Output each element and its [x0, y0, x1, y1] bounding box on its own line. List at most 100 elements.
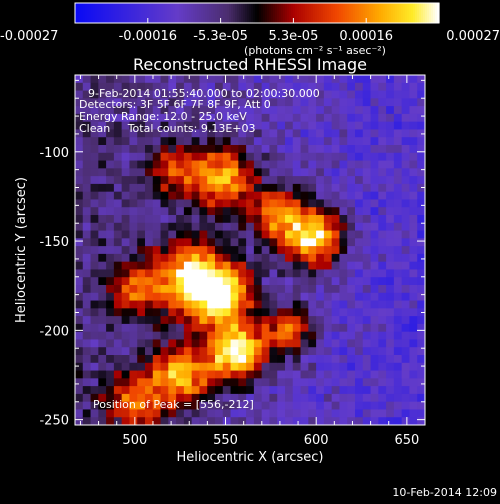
heatmap-cell — [222, 168, 232, 177]
heatmap-cell — [230, 238, 239, 247]
heatmap-cell — [176, 277, 185, 286]
colorbar-cell — [111, 3, 114, 23]
heatmap-cell — [160, 90, 169, 99]
heatmap-cell — [160, 277, 169, 286]
heatmap-cell — [168, 215, 177, 224]
heatmap-cell — [323, 409, 333, 418]
heatmap-cell — [106, 269, 115, 278]
heatmap-cell — [106, 300, 115, 309]
heatmap-cell — [207, 355, 216, 364]
heatmap-cell — [323, 230, 333, 239]
heatmap-cell — [300, 393, 309, 403]
heatmap-cell — [393, 222, 403, 232]
heatmap-cell — [199, 316, 208, 325]
heatmap-cell — [370, 106, 379, 115]
heatmap-cell — [308, 98, 317, 107]
heatmap-cell — [370, 417, 379, 426]
heatmap-cell — [300, 145, 309, 154]
heatmap-cell — [183, 417, 193, 426]
heatmap-cell — [417, 277, 426, 286]
heatmap-cell — [347, 230, 356, 239]
heatmap-cell — [347, 277, 356, 286]
heatmap-cell — [316, 292, 325, 302]
heatmap-cell — [292, 401, 302, 410]
heatmap-cell — [401, 393, 410, 403]
heatmap-cell — [191, 261, 200, 270]
heatmap-cell — [191, 386, 200, 395]
heatmap-cell — [152, 331, 162, 340]
colorbar-cell — [409, 3, 412, 23]
heatmap-cell — [253, 386, 263, 395]
heatmap-cell — [82, 339, 92, 348]
heatmap-cell — [323, 339, 333, 348]
heatmap-cell — [145, 409, 154, 418]
heatmap-cell — [355, 106, 364, 115]
heatmap-cell — [145, 277, 154, 286]
heatmap-cell — [160, 121, 169, 130]
heatmap-cell — [160, 246, 169, 255]
colorbar-cell — [437, 3, 440, 23]
heatmap-cell — [300, 323, 309, 333]
heatmap-cell — [246, 238, 255, 247]
heatmap-cell — [199, 269, 208, 278]
heatmap-cell — [386, 207, 395, 216]
heatmap-cell — [300, 183, 309, 193]
heatmap-cell — [121, 75, 130, 84]
heatmap-cell — [316, 261, 325, 270]
heatmap-cell — [253, 230, 263, 239]
heatmap-cell — [417, 207, 426, 216]
heatmap-cell — [98, 347, 107, 356]
heatmap-cell — [238, 292, 247, 302]
heatmap-cell — [331, 230, 340, 239]
heatmap-cell — [191, 215, 200, 224]
heatmap-cell — [145, 323, 154, 333]
heatmap-cell — [176, 137, 185, 146]
heatmap-cell — [409, 199, 418, 208]
heatmap-cell — [277, 90, 286, 99]
heatmap-cell — [308, 285, 317, 294]
heatmap-cell — [82, 207, 92, 216]
heatmap-cell — [113, 199, 123, 208]
heatmap-cell — [183, 393, 193, 403]
heatmap-cell — [176, 113, 185, 123]
heatmap-cell — [222, 98, 232, 107]
heatmap-cell — [386, 106, 395, 115]
heatmap-cell — [292, 191, 302, 200]
heatmap-cell — [222, 409, 232, 418]
heatmap-cell — [355, 331, 364, 340]
heatmap-cell — [238, 401, 247, 410]
heatmap-cell — [409, 183, 418, 193]
heatmap-cell — [308, 331, 317, 340]
heatmap-cell — [121, 331, 130, 340]
heatmap-cell — [277, 277, 286, 286]
heatmap-cell — [409, 113, 418, 123]
chart-title: Reconstructed RHESSI Image — [133, 55, 367, 74]
plot-area — [74, 74, 426, 426]
y-tick-label: -200 — [39, 324, 69, 339]
colorbar-cell — [421, 3, 424, 23]
heatmap-cell — [152, 246, 162, 255]
heatmap-cell — [253, 199, 263, 208]
heatmap-cell — [222, 331, 232, 340]
heatmap-cell — [417, 113, 426, 123]
colorbar-cell — [317, 3, 320, 23]
heatmap-cell — [160, 238, 169, 247]
heatmap-cell — [292, 393, 302, 403]
heatmap-cell — [90, 378, 99, 387]
heatmap-cell — [137, 253, 146, 263]
colorbar-cell — [337, 3, 340, 23]
heatmap-cell — [222, 308, 232, 317]
heatmap-cell — [106, 347, 115, 356]
heatmap-cell — [355, 238, 364, 247]
heatmap-cell — [106, 106, 115, 115]
heatmap-cell — [106, 246, 115, 255]
heatmap-cell — [316, 176, 325, 185]
heatmap-cell — [261, 137, 270, 146]
heatmap-cell — [277, 152, 286, 162]
heatmap-cell — [300, 261, 309, 270]
heatmap-cell — [137, 393, 146, 403]
heatmap-cell — [401, 331, 410, 340]
heatmap-cell — [106, 292, 115, 302]
heatmap-cell — [261, 160, 270, 169]
heatmap-cell — [230, 183, 239, 193]
